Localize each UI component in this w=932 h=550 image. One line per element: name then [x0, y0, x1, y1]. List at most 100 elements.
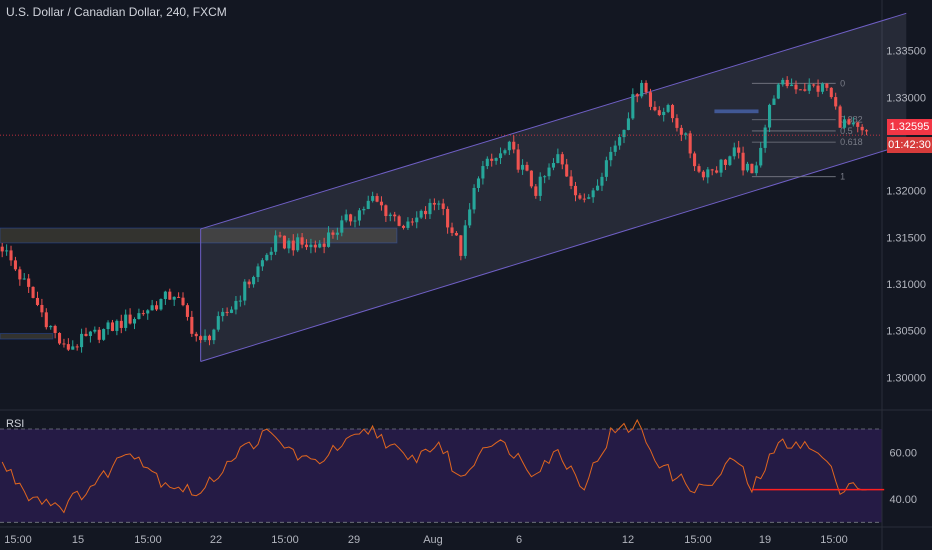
- candle: [221, 308, 225, 322]
- candle: [424, 206, 428, 220]
- candle-body: [291, 240, 295, 251]
- candle-body: [75, 346, 79, 348]
- candle: [675, 114, 679, 132]
- candle: [565, 158, 569, 177]
- price-tick-label: 1.33000: [886, 92, 926, 104]
- candle-body: [401, 225, 406, 228]
- candle-body: [335, 232, 339, 235]
- candle-body: [737, 147, 741, 153]
- candle-body: [468, 209, 472, 226]
- candle-body: [379, 201, 384, 206]
- candle: [371, 191, 375, 203]
- candle: [115, 319, 119, 336]
- candle-body: [177, 296, 181, 298]
- candle-body: [666, 105, 670, 112]
- candle-body: [732, 147, 736, 157]
- candle: [648, 88, 653, 111]
- countdown-badge: 01:42:30: [887, 137, 932, 153]
- rsi-tick-label: 60.00: [889, 447, 917, 459]
- candle-body: [344, 214, 348, 221]
- candle: [684, 132, 688, 140]
- candle-body: [582, 198, 586, 200]
- candle: [229, 306, 234, 314]
- candle-body: [309, 244, 313, 248]
- candle-body: [441, 203, 445, 209]
- candle-body: [163, 291, 167, 300]
- candle: [860, 124, 864, 135]
- candle: [84, 327, 88, 337]
- candle-body: [388, 214, 392, 217]
- candle: [476, 176, 481, 192]
- last-price-badge: 1.32595: [887, 119, 932, 135]
- candle: [481, 160, 485, 185]
- candle-body: [679, 127, 683, 135]
- candle: [538, 172, 542, 202]
- candle-body: [618, 137, 622, 146]
- candle: [710, 168, 714, 176]
- channel-upper-line: [200, 12, 907, 230]
- candle: [35, 291, 40, 307]
- candle: [781, 77, 785, 87]
- candle: [44, 308, 48, 330]
- candle: [18, 266, 22, 286]
- candle: [437, 200, 441, 210]
- candle-body: [93, 329, 97, 332]
- candle: [657, 106, 661, 117]
- candle: [357, 208, 361, 226]
- candle: [578, 193, 582, 200]
- candle: [181, 292, 185, 307]
- candle-body: [49, 325, 53, 328]
- price-tick-label: 1.30000: [886, 372, 926, 384]
- candle-body: [278, 235, 282, 237]
- price-tick-label: 1.31000: [886, 279, 926, 291]
- candle: [679, 124, 683, 142]
- candle-body: [772, 98, 776, 105]
- candle: [715, 166, 719, 174]
- candle-body: [807, 84, 811, 91]
- candle-body: [243, 281, 247, 301]
- candle: [102, 328, 106, 341]
- candle-body: [459, 235, 463, 256]
- candle: [463, 220, 467, 259]
- candle: [141, 310, 145, 316]
- candle-body: [194, 333, 198, 337]
- candle-body: [44, 312, 48, 328]
- candle: [225, 307, 229, 317]
- candle-body: [820, 83, 825, 92]
- candle: [498, 147, 503, 165]
- candle-body: [84, 333, 88, 336]
- candle: [569, 170, 573, 190]
- candle: [697, 163, 701, 174]
- candle: [794, 80, 798, 94]
- candle-body: [653, 106, 657, 111]
- candle: [27, 274, 31, 293]
- candle-body: [600, 176, 604, 186]
- candle: [441, 198, 445, 216]
- candle: [635, 93, 639, 103]
- candle-body: [728, 156, 732, 165]
- candle-body: [768, 104, 772, 128]
- candle-body: [688, 133, 692, 154]
- candle: [534, 184, 538, 199]
- candle-body: [640, 82, 644, 97]
- candle: [490, 153, 494, 167]
- candle-body: [106, 322, 110, 330]
- candle-body: [419, 210, 423, 218]
- candle: [212, 328, 216, 345]
- candle-body: [22, 278, 26, 280]
- price-tick-label: 1.31500: [886, 232, 926, 244]
- candle: [137, 308, 141, 320]
- candle-body: [529, 170, 533, 187]
- candle-body: [644, 82, 648, 93]
- candle-body: [357, 210, 361, 221]
- candle: [507, 140, 511, 156]
- candle-body: [40, 304, 44, 313]
- candle-body: [35, 297, 40, 305]
- time-tick-label: Aug: [423, 534, 443, 546]
- candle-body: [670, 105, 675, 119]
- candle: [825, 83, 829, 91]
- candle-body: [115, 320, 119, 331]
- candle-body: [829, 87, 833, 98]
- candle: [750, 163, 754, 174]
